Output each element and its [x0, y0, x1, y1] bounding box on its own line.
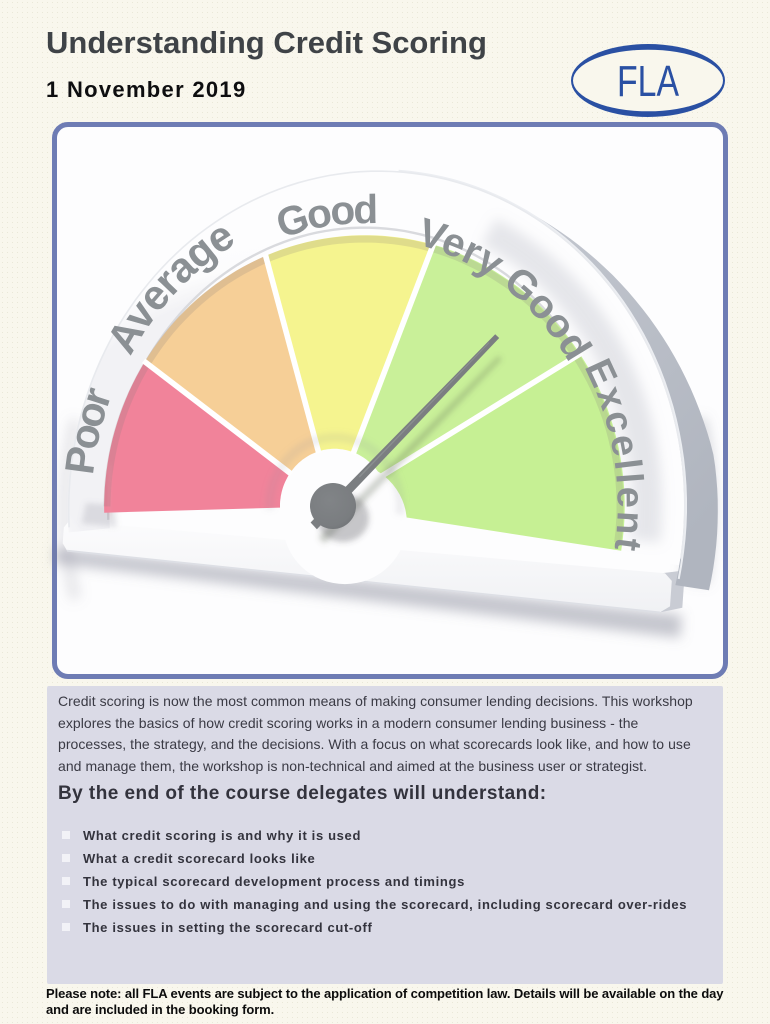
svg-text:FLA: FLA [617, 57, 679, 106]
